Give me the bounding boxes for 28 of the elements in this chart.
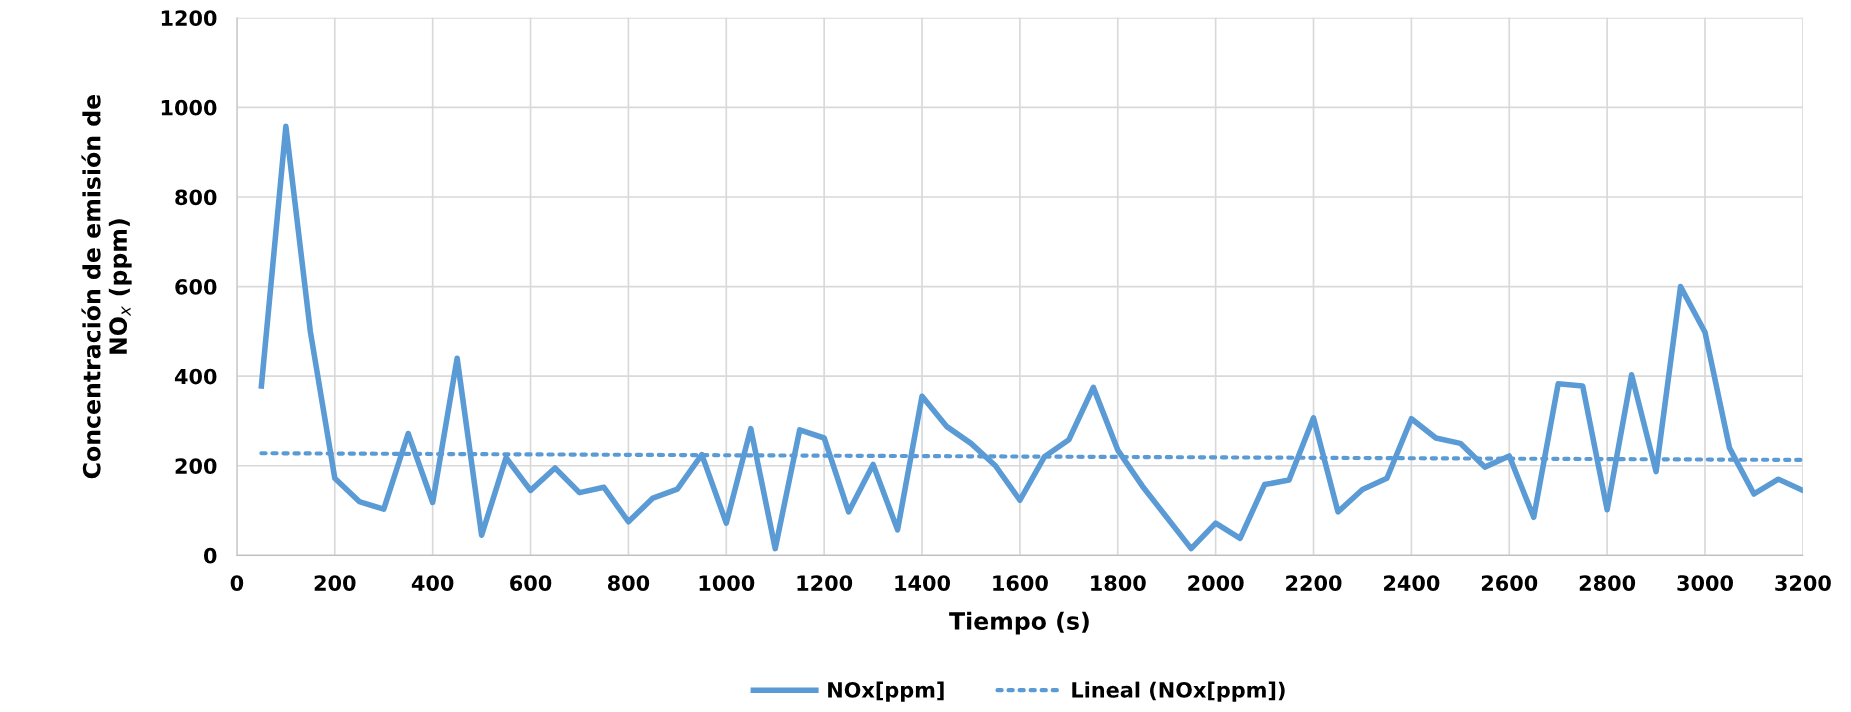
- x-tick-label: 1400: [895, 575, 951, 591]
- x-tick-label: 0: [230, 575, 244, 591]
- x-tick-label: 3000: [1677, 575, 1733, 591]
- x-tick-label: 2800: [1579, 575, 1636, 591]
- x-tick-label: 600: [510, 575, 552, 591]
- x-tick-label: 1000: [699, 575, 755, 591]
- y-tick-label: 800: [175, 189, 217, 206]
- legend-label: NOx[ppm]: [828, 681, 944, 702]
- x-tick-label: 1600: [993, 575, 1048, 591]
- x-tick-label: 2600: [1481, 575, 1538, 591]
- y-tick-label: 200: [175, 458, 217, 474]
- y-tick-label: 600: [175, 279, 217, 295]
- x-tick-label: 2000: [1188, 575, 1244, 591]
- y-tick-label: 400: [174, 368, 217, 385]
- x-tick-label: 200: [314, 575, 356, 591]
- x-tick-label: 2200: [1286, 575, 1342, 591]
- x-tick-label: 1800: [1091, 575, 1146, 591]
- x-tick-label: 2400: [1384, 575, 1440, 591]
- x-tick-label: 800: [607, 575, 650, 591]
- x-tick-label: 3200: [1775, 575, 1831, 591]
- y-tick-label: 1000: [161, 99, 217, 116]
- x-tick-label: 1200: [797, 575, 853, 591]
- x-axis-title: Tiempo (s): [949, 611, 1089, 635]
- y-axis-title: Concentración de emisión de NO$_{x}$ (ppm): [81, 94, 132, 479]
- y-tick-label: 1200: [161, 10, 217, 27]
- legend-label: Lineal (NOx[ppm]): [1072, 681, 1285, 702]
- x-tick-label: 400: [411, 575, 454, 591]
- y-tick-label: 0: [203, 547, 217, 564]
